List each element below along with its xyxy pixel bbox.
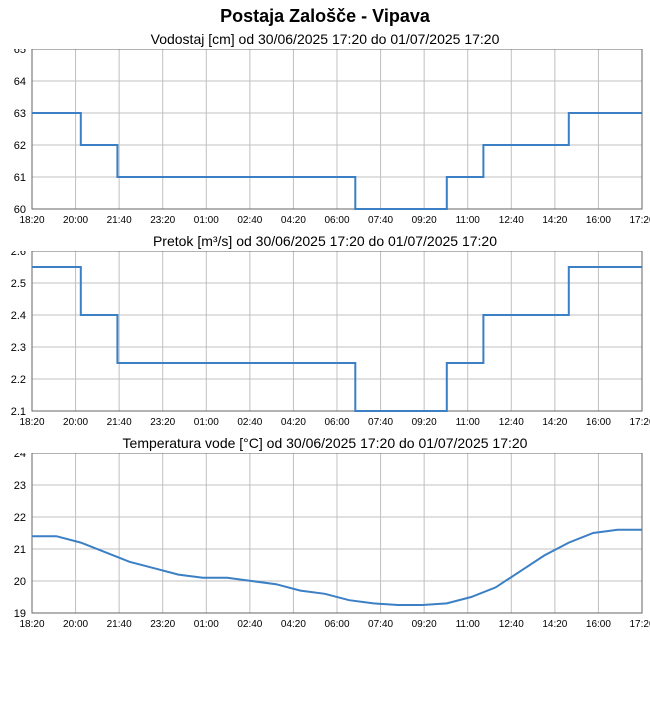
y-tick-label: 21 [14,544,26,556]
x-tick-label: 18:20 [19,215,44,226]
y-tick-label: 64 [14,76,26,88]
y-tick-label: 2.2 [11,374,26,386]
x-tick-label: 02:40 [237,619,262,630]
x-tick-label: 04:20 [281,619,306,630]
x-tick-label: 11:00 [456,215,481,226]
x-tick-label: 18:20 [19,619,44,630]
x-tick-label: 09:20 [412,417,437,428]
y-tick-label: 2.4 [11,310,26,322]
y-tick-label: 2.3 [11,342,26,354]
x-tick-label: 23:20 [150,619,175,630]
x-tick-label: 12:40 [499,215,524,226]
y-tick-label: 65 [14,49,26,56]
y-tick-label: 22 [14,512,26,524]
x-tick-label: 21:40 [107,417,132,428]
x-tick-label: 07:40 [368,215,393,226]
x-tick-label: 20:00 [63,417,88,428]
x-tick-label: 14:20 [542,215,567,226]
chart-subtitle: Pretok [m³/s] od 30/06/2025 17:20 do 01/… [0,233,650,249]
x-tick-label: 01:00 [194,215,219,226]
x-tick-label: 21:40 [107,215,132,226]
x-tick-label: 09:20 [412,215,437,226]
chart-1: 2.12.22.32.42.52.618:2020:0021:4023:2001… [0,251,650,431]
x-tick-label: 06:00 [324,619,349,630]
x-tick-label: 04:20 [281,417,306,428]
x-tick-label: 17:20 [629,215,650,226]
chart-subtitle: Temperatura vode [°C] od 30/06/2025 17:2… [0,435,650,451]
x-tick-label: 20:00 [63,215,88,226]
x-tick-label: 07:40 [368,417,393,428]
x-tick-label: 09:20 [412,619,437,630]
x-tick-label: 23:20 [150,417,175,428]
x-tick-label: 02:40 [237,215,262,226]
chart-2: 19202122232418:2020:0021:4023:2001:0002:… [0,453,650,633]
y-tick-label: 23 [14,480,26,492]
x-tick-label: 11:00 [456,417,481,428]
x-tick-label: 16:00 [586,215,611,226]
x-tick-label: 04:20 [281,215,306,226]
y-tick-label: 62 [14,140,26,152]
x-tick-label: 02:40 [237,417,262,428]
y-tick-label: 2.6 [11,251,26,258]
x-tick-label: 16:00 [586,417,611,428]
y-tick-label: 24 [14,453,26,460]
x-tick-label: 06:00 [324,215,349,226]
y-tick-label: 61 [14,172,26,184]
x-tick-label: 07:40 [368,619,393,630]
x-tick-label: 16:00 [586,619,611,630]
x-tick-label: 06:00 [324,417,349,428]
x-tick-label: 12:40 [499,417,524,428]
x-tick-label: 21:40 [107,619,132,630]
main-title: Postaja Zalošče - Vipava [0,0,650,27]
x-tick-label: 12:40 [499,619,524,630]
x-tick-label: 11:00 [456,619,481,630]
x-tick-label: 01:00 [194,619,219,630]
chart-0: 60616263646518:2020:0021:4023:2001:0002:… [0,49,650,229]
x-tick-label: 18:20 [19,417,44,428]
x-tick-label: 14:20 [542,619,567,630]
y-tick-label: 2.5 [11,278,26,290]
y-tick-label: 20 [14,576,26,588]
x-tick-label: 20:00 [63,619,88,630]
x-tick-label: 17:20 [629,417,650,428]
chart-subtitle: Vodostaj [cm] od 30/06/2025 17:20 do 01/… [0,31,650,47]
x-tick-label: 01:00 [194,417,219,428]
chart-container: Postaja Zalošče - Vipava Vodostaj [cm] o… [0,0,650,710]
charts-host: Vodostaj [cm] od 30/06/2025 17:20 do 01/… [0,31,650,633]
x-tick-label: 14:20 [542,417,567,428]
x-tick-label: 17:20 [629,619,650,630]
y-tick-label: 63 [14,108,26,120]
x-tick-label: 23:20 [150,215,175,226]
